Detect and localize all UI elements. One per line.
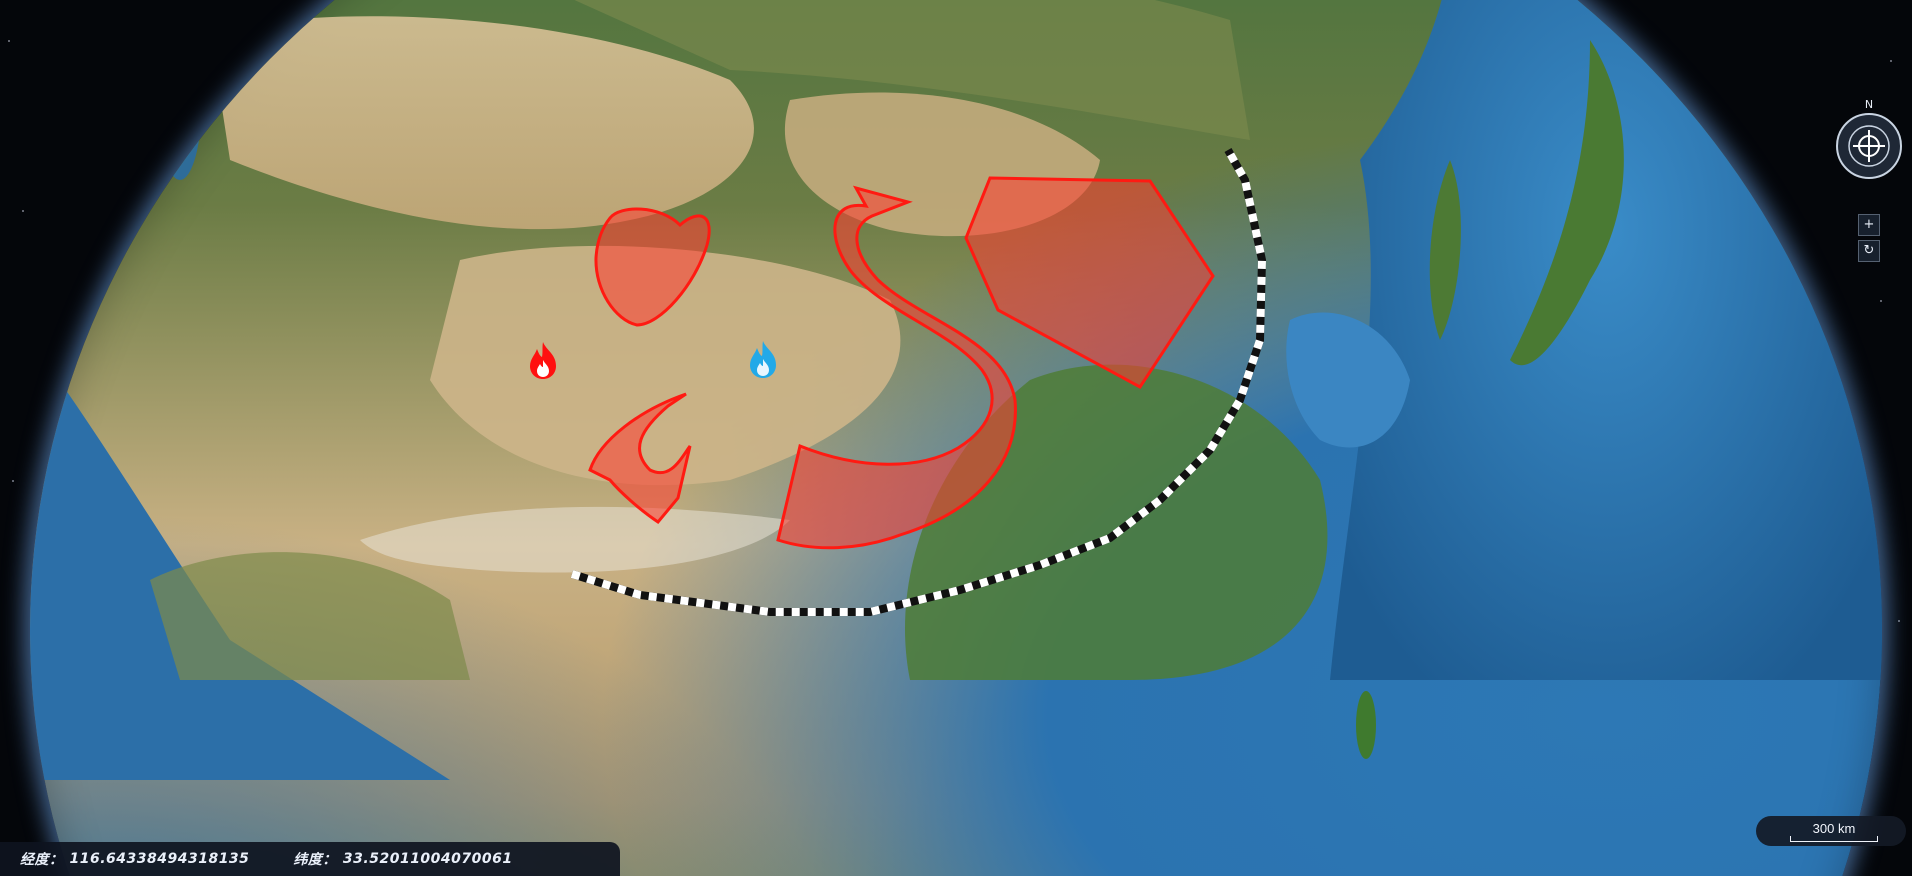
scale-line [1790,836,1878,842]
plot-front-line-base[interactable] [570,148,1267,616]
reset-view-button[interactable]: ↻ [1858,240,1880,262]
scale-bar: 300 km [1756,816,1906,846]
plot-arrow-large[interactable] [776,185,1017,550]
scale-label: 300 km [1812,821,1856,836]
latitude-value: 33.52011004070061 [342,851,513,867]
longitude-label: 经度： [20,852,64,868]
coordinate-readout: 经度： 116.64338494318135 纬度： 33.5201100407… [0,842,620,876]
fire-icon[interactable] [526,340,560,380]
compass[interactable]: N [1832,98,1906,182]
plot-polygon-pentagon[interactable] [964,176,1215,389]
plot-arrow-small[interactable] [588,392,692,524]
zoom-in-button[interactable]: + [1858,214,1880,236]
compass-icon[interactable] [1835,112,1903,180]
longitude-value: 116.64338494318135 [69,851,250,867]
latitude-label: 纬度： [293,852,337,868]
compass-north-label: N [1864,98,1874,111]
fire-icon[interactable] [746,339,780,379]
plot-polygon-heart[interactable] [594,207,711,327]
